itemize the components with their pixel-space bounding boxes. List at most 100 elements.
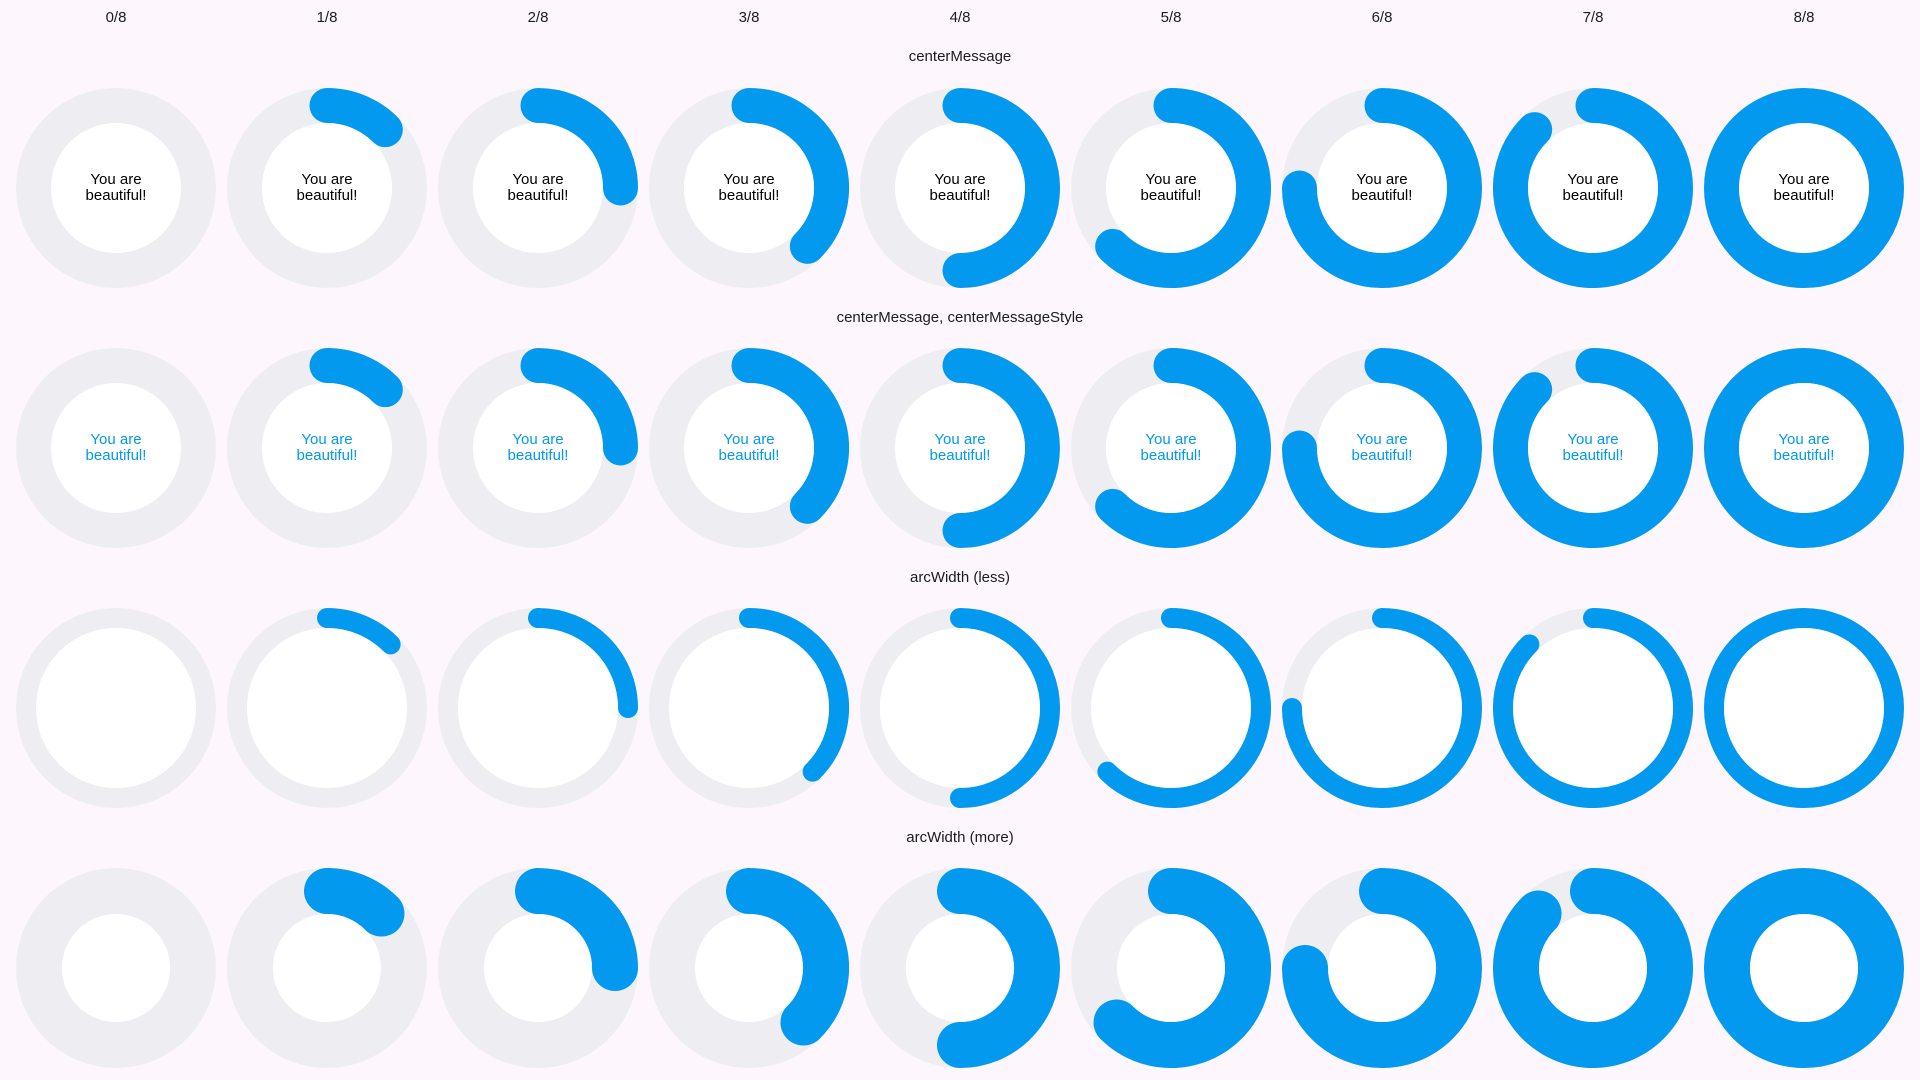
progress-center — [895, 123, 1025, 253]
section-title-3: arcWidth (more) — [906, 829, 1014, 846]
progress-center — [247, 628, 407, 788]
progress-center — [880, 628, 1040, 788]
center-message-line: beautiful! — [508, 187, 569, 204]
center-message-line: beautiful! — [1563, 187, 1624, 204]
progress-center — [1091, 628, 1251, 788]
progress-arc — [528, 608, 638, 718]
progress-center — [458, 628, 618, 788]
progress-arc — [739, 608, 849, 782]
center-message-line: You are — [301, 171, 352, 188]
column-header-7: 7/8 — [1583, 9, 1604, 26]
progress-ring-2-2 — [438, 608, 638, 808]
progress-center — [51, 383, 181, 513]
progress-ring-2-5 — [1071, 608, 1271, 808]
progress-arc — [1704, 88, 1904, 288]
progress-arc — [731, 88, 849, 264]
progress-center — [62, 914, 170, 1022]
progress-center — [1117, 914, 1225, 1022]
progress-center — [273, 914, 381, 1022]
progress-center — [51, 123, 181, 253]
progress-center — [1750, 914, 1858, 1022]
center-message-line: You are — [90, 431, 141, 448]
progress-arc — [950, 608, 1060, 808]
progress-center — [262, 383, 392, 513]
progress-center — [1317, 123, 1447, 253]
progress-center — [1106, 123, 1236, 253]
progress-arc — [1704, 868, 1904, 1068]
column-header-1: 1/8 — [317, 9, 338, 26]
progress-arc — [317, 608, 401, 655]
progress-center — [1302, 628, 1462, 788]
progress-ring-2-7 — [1493, 608, 1693, 808]
progress-arc — [942, 348, 1060, 548]
progress-center — [1724, 628, 1884, 788]
progress-arc — [1282, 868, 1482, 1068]
progress-arc — [1282, 348, 1482, 548]
column-header-5: 5/8 — [1161, 9, 1182, 26]
center-message-line: beautiful! — [508, 447, 569, 464]
progress-center — [1528, 123, 1658, 253]
center-message-line: beautiful! — [297, 187, 358, 204]
center-message-line: You are — [934, 431, 985, 448]
column-header-6: 6/8 — [1372, 9, 1393, 26]
progress-center — [1528, 383, 1658, 513]
progress-arc — [1095, 88, 1271, 288]
progress-center — [684, 383, 814, 513]
progress-arc — [1704, 608, 1904, 808]
progress-center — [895, 383, 1025, 513]
center-message-line: beautiful! — [719, 447, 780, 464]
progress-center — [1739, 123, 1869, 253]
progress-arc — [1097, 608, 1271, 808]
progress-ring-3-0 — [16, 868, 216, 1068]
center-message-line: beautiful! — [930, 447, 991, 464]
progress-center — [1513, 628, 1673, 788]
center-message-line: You are — [1145, 171, 1196, 188]
progress-arc — [1093, 868, 1271, 1068]
progress-ring-2-0 — [16, 608, 216, 808]
center-message-line: You are — [1145, 431, 1196, 448]
center-message-line: beautiful! — [1774, 447, 1835, 464]
progress-arc — [304, 868, 405, 937]
progress-ring-2-8 — [1704, 608, 1904, 808]
progress-center — [1739, 383, 1869, 513]
progress-arc — [520, 348, 638, 466]
column-header-8: 8/8 — [1794, 9, 1815, 26]
progress-center — [1317, 383, 1447, 513]
progress-track — [16, 608, 216, 808]
progress-arc — [726, 868, 849, 1046]
progress-arc — [1493, 608, 1693, 808]
center-message-line: You are — [1778, 171, 1829, 188]
progress-arc — [1095, 348, 1271, 548]
progress-ring-3-7 — [1493, 868, 1693, 1068]
center-message-line: You are — [90, 171, 141, 188]
progress-center — [262, 123, 392, 253]
progress-ring-3-5 — [1071, 868, 1271, 1068]
center-message-line: You are — [934, 171, 985, 188]
progress-arc — [731, 348, 849, 524]
progress-ring-2-6 — [1282, 608, 1482, 808]
progress-arc — [1282, 88, 1482, 288]
progress-arc — [937, 868, 1060, 1068]
progress-ring-3-1 — [227, 868, 427, 1068]
progress-ring-3-4 — [860, 868, 1060, 1068]
center-message-line: beautiful! — [86, 187, 147, 204]
progress-center — [669, 628, 829, 788]
progress-center — [1106, 383, 1236, 513]
progress-track — [16, 348, 216, 548]
progress-arc — [520, 88, 638, 206]
center-message-line: You are — [723, 171, 774, 188]
